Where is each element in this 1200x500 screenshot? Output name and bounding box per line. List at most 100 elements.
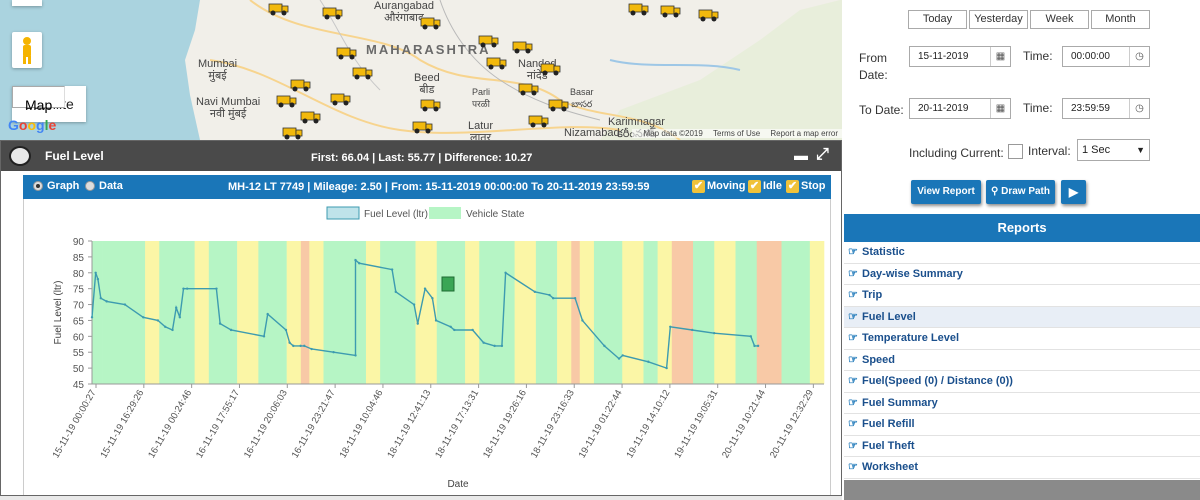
vehicle-marker-icon[interactable] bbox=[512, 38, 534, 54]
to-date-field[interactable]: 20-11-2019 ▦ bbox=[909, 98, 1011, 119]
from-time-field[interactable]: 00:00:00 ◷ bbox=[1062, 46, 1150, 67]
sidebar-footer bbox=[844, 480, 1200, 500]
fuel-level-point bbox=[218, 322, 222, 325]
zoom-control[interactable] bbox=[12, 0, 42, 6]
vehicle-marker-icon[interactable] bbox=[276, 92, 298, 108]
data-radio[interactable] bbox=[85, 181, 95, 191]
vehicle-marker-icon[interactable] bbox=[282, 124, 304, 140]
y-tick-label: 80 bbox=[73, 269, 85, 280]
report-map-error-link[interactable]: Report a map error bbox=[770, 129, 838, 138]
quick-range-week[interactable]: Week bbox=[1030, 10, 1089, 29]
quick-range-today[interactable]: Today bbox=[908, 10, 967, 29]
x-tick-label: 15-11-19 00:00:27 bbox=[51, 388, 99, 460]
quick-range-yesterday[interactable]: Yesterday bbox=[969, 10, 1028, 29]
vehicle-state-band bbox=[258, 241, 287, 384]
fuel-level-point bbox=[412, 303, 416, 306]
map-type-map-button[interactable]: Map bbox=[12, 86, 66, 113]
fuel-level-point bbox=[303, 344, 306, 348]
vehicle-state-band bbox=[323, 241, 367, 384]
street-view-pegman-icon[interactable] bbox=[12, 32, 42, 68]
vehicle-marker-icon[interactable] bbox=[548, 96, 570, 112]
graph-radio-label[interactable]: Graph bbox=[47, 180, 80, 192]
fuel-level-point bbox=[229, 328, 233, 332]
to-time-field[interactable]: 23:59:59 ◷ bbox=[1062, 98, 1150, 119]
vehicle-marker-icon[interactable] bbox=[540, 60, 562, 76]
y-tick-label: 55 bbox=[73, 348, 85, 359]
vehicle-marker-icon[interactable] bbox=[300, 108, 322, 124]
calendar-icon[interactable]: ▦ bbox=[990, 99, 1010, 118]
report-item-worksheet[interactable]: ☞ Worksheet bbox=[844, 457, 1200, 479]
idle-label[interactable]: Idle bbox=[763, 180, 782, 192]
from-date-field[interactable]: 15-11-2019 ▦ bbox=[909, 46, 1011, 67]
fuel-level-point bbox=[94, 271, 97, 274]
fuel-level-point bbox=[504, 271, 507, 274]
vehicle-state-band bbox=[92, 241, 103, 384]
interval-value: 1 Sec bbox=[1082, 144, 1111, 156]
vehicle-state-band bbox=[735, 241, 758, 384]
vehicle-marker-icon[interactable] bbox=[528, 112, 550, 128]
vehicle-marker-icon[interactable] bbox=[322, 4, 344, 20]
vehicle-marker-icon[interactable] bbox=[412, 118, 434, 134]
vehicle-marker-icon[interactable] bbox=[478, 32, 500, 48]
vehicle-state-band bbox=[237, 241, 259, 384]
fullscreen-icon[interactable]: ⤢ bbox=[816, 146, 829, 163]
stop-checkbox[interactable]: ✔ bbox=[786, 180, 799, 193]
play-icon[interactable]: ▶ bbox=[1061, 180, 1086, 204]
map-view[interactable]: MAHARASHTRA Mumbai मुंबई Navi Mumbai नवी… bbox=[0, 0, 842, 140]
terms-link[interactable]: Terms of Use bbox=[713, 129, 761, 138]
fuel-level-point bbox=[357, 262, 361, 265]
graph-radio[interactable] bbox=[33, 181, 43, 191]
report-item-fuel-theft[interactable]: ☞ Fuel Theft bbox=[844, 436, 1200, 457]
vehicle-state-band bbox=[286, 241, 302, 384]
y-tick-label: 45 bbox=[73, 380, 85, 391]
minimize-icon[interactable]: ▬ bbox=[794, 147, 808, 163]
fuel-level-point bbox=[284, 328, 288, 332]
fuel-level-point bbox=[581, 319, 584, 322]
clock-icon[interactable]: ◷ bbox=[1129, 99, 1149, 118]
legend-swatch-vehicle-state bbox=[429, 207, 461, 219]
idle-checkbox[interactable]: ✔ bbox=[748, 180, 761, 193]
report-item-fuel-refill[interactable]: ☞ Fuel Refill bbox=[844, 414, 1200, 436]
moving-checkbox[interactable]: ✔ bbox=[692, 180, 705, 193]
report-item-trip[interactable]: ☞ Trip bbox=[844, 285, 1200, 307]
vehicle-marker-icon[interactable] bbox=[330, 90, 352, 106]
vehicle-marker-icon[interactable] bbox=[518, 80, 540, 96]
report-item-day-wise-summary[interactable]: ☞ Day-wise Summary bbox=[844, 264, 1200, 285]
vehicle-marker-icon[interactable] bbox=[420, 14, 442, 30]
vehicle-state-band bbox=[643, 241, 658, 384]
calendar-icon[interactable]: ▦ bbox=[990, 47, 1010, 66]
clock-icon[interactable]: ◷ bbox=[1129, 47, 1149, 66]
pointing-hand-icon: ☞ bbox=[848, 332, 858, 344]
fuel-pump-icon[interactable] bbox=[441, 276, 455, 292]
fuel-level-point bbox=[434, 319, 438, 322]
including-current-checkbox[interactable] bbox=[1008, 144, 1023, 159]
interval-label: Interval: bbox=[1028, 144, 1071, 158]
report-item-fuel-speed-distance[interactable]: ☞ Fuel(Speed (0) / Distance (0)) bbox=[844, 371, 1200, 393]
vehicle-marker-icon[interactable] bbox=[268, 0, 290, 16]
vehicle-state-band bbox=[145, 241, 160, 384]
report-item-temperature-level[interactable]: ☞ Temperature Level bbox=[844, 328, 1200, 350]
vehicle-marker-icon[interactable] bbox=[290, 76, 312, 92]
report-item-statistic[interactable]: ☞ Statistic bbox=[844, 242, 1200, 264]
fuel-level-point bbox=[182, 287, 185, 290]
y-tick-label: 60 bbox=[73, 332, 85, 343]
data-radio-label[interactable]: Data bbox=[99, 180, 123, 192]
vehicle-state-band bbox=[159, 241, 195, 384]
stop-label[interactable]: Stop bbox=[801, 180, 826, 192]
vehicle-marker-icon[interactable] bbox=[628, 0, 650, 16]
view-report-button[interactable]: View Report bbox=[911, 180, 981, 204]
report-item-fuel-summary[interactable]: ☞ Fuel Summary bbox=[844, 393, 1200, 414]
vehicle-marker-icon[interactable] bbox=[486, 54, 508, 70]
moving-label[interactable]: Moving bbox=[707, 180, 746, 192]
fuel-level-chart[interactable]: 45 50 55 60 65 70 75 80 85 90 Fuel Level (ltr) 15-1… bbox=[24, 199, 830, 495]
vehicle-marker-icon[interactable] bbox=[420, 96, 442, 112]
draw-path-button[interactable]: ⚲ Draw Path bbox=[986, 180, 1055, 204]
vehicle-marker-icon[interactable] bbox=[352, 64, 374, 80]
quick-range-month[interactable]: Month bbox=[1091, 10, 1150, 29]
vehicle-marker-icon[interactable] bbox=[698, 6, 720, 22]
vehicle-marker-icon[interactable] bbox=[660, 2, 682, 18]
report-item-fuel-level[interactable]: ☞ Fuel Level bbox=[844, 306, 1200, 328]
interval-select[interactable]: 1 Sec ▼ bbox=[1077, 139, 1150, 161]
report-item-speed[interactable]: ☞ Speed bbox=[844, 350, 1200, 371]
vehicle-marker-icon[interactable] bbox=[336, 44, 358, 60]
